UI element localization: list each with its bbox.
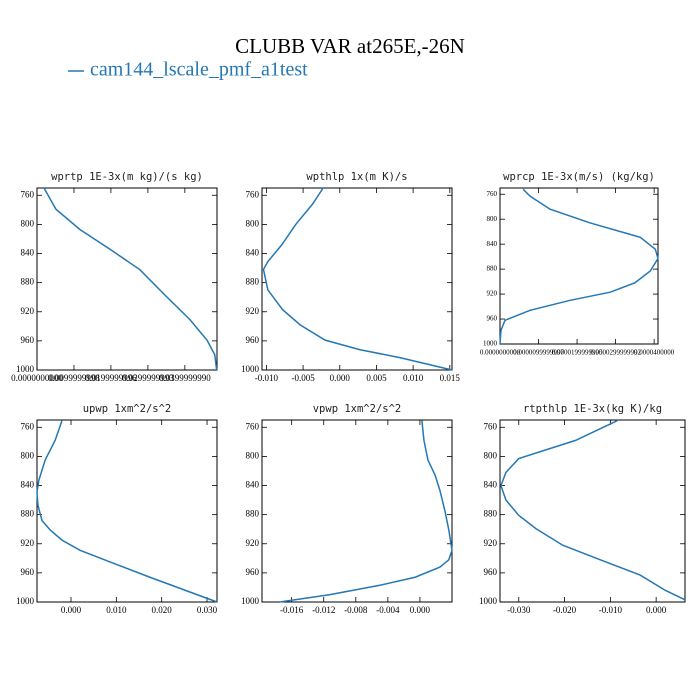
y-tick-label: 840	[21, 248, 35, 258]
panel-title: wpthlp 1x(m K)/s	[306, 171, 407, 183]
x-tick-label: 0.000	[61, 605, 82, 615]
x-tick-label: 0.0000299999992	[590, 349, 641, 357]
panel-title: vpwp 1xm^2/s^2	[313, 403, 402, 415]
x-tick-label: 0.010	[106, 605, 127, 615]
y-tick-label: 800	[487, 215, 498, 223]
x-tick-label: -0.010	[599, 605, 623, 615]
y-tick-label: 760	[21, 421, 35, 431]
x-tick-label: -0.010	[255, 373, 279, 383]
x-tick-label: 0.0000000000	[11, 373, 63, 383]
x-tick-label: 0.0399999990	[159, 373, 211, 383]
y-tick-label: 840	[246, 480, 260, 490]
plot-frame	[36, 187, 218, 371]
y-tick-label: 800	[21, 450, 35, 460]
plot-frame	[261, 419, 453, 603]
y-tick-label: 960	[246, 567, 260, 577]
x-tick-label: 0.010	[403, 373, 424, 383]
y-tick-label: 920	[484, 538, 498, 548]
y-tick-label: 760	[484, 421, 498, 431]
y-tick-label: 760	[246, 421, 260, 431]
y-tick-label: 800	[246, 450, 260, 460]
y-tick-label: 880	[487, 265, 498, 273]
y-tick-label: 920	[487, 290, 498, 298]
y-tick-label: 760	[21, 189, 35, 199]
profile-line	[279, 420, 453, 603]
y-tick-label: 960	[246, 335, 260, 345]
panel-title: rtpthlp 1E-3x(kg K)/kg	[523, 403, 662, 415]
profile-line	[500, 420, 686, 601]
x-tick-label: 0.0000199999995	[552, 349, 603, 357]
plot-frame	[36, 419, 218, 603]
panel-title: upwp 1xm^2/s^2	[83, 403, 172, 415]
y-tick-label: 800	[246, 218, 260, 228]
y-tick-label: 920	[246, 538, 260, 548]
y-tick-label: 960	[21, 335, 35, 345]
y-tick-label: 960	[484, 567, 498, 577]
y-tick-label: 920	[21, 306, 35, 316]
y-tick-label: 920	[21, 538, 35, 548]
panel-title: wprcp 1E-3x(m/s) (kg/kg)	[503, 171, 655, 183]
y-tick-label: 1000	[483, 340, 498, 348]
profile-line	[262, 186, 453, 371]
y-tick-label: 760	[246, 189, 260, 199]
y-tick-label: 1000	[16, 364, 35, 374]
x-tick-label: -0.005	[291, 373, 315, 383]
y-tick-label: 840	[21, 480, 35, 490]
x-tick-label: -0.030	[507, 605, 531, 615]
y-tick-label: 880	[21, 277, 35, 287]
legend-label: cam144_lscale_pmf_a1test	[90, 59, 308, 81]
x-tick-label: 0.0000000000	[480, 349, 521, 357]
y-tick-label: 960	[487, 315, 498, 323]
x-tick-label: 0.000	[646, 605, 667, 615]
x-tick-label: 0.005	[366, 373, 387, 383]
plot-frame	[261, 187, 453, 371]
profile-line	[36, 420, 218, 603]
y-tick-label: 880	[246, 509, 260, 519]
figure-title: CLUBB VAR at265E,-26N	[235, 34, 465, 58]
y-tick-label: 840	[246, 248, 260, 258]
panel-title: wprtp 1E-3x(m kg)/(s kg)	[51, 171, 203, 183]
x-tick-label: -0.004	[376, 605, 400, 615]
x-tick-label: 0.0199999996	[85, 373, 137, 383]
x-tick-label: 0.020	[152, 605, 173, 615]
y-tick-label: 800	[21, 218, 35, 228]
x-tick-label: 0.000	[330, 373, 351, 383]
y-tick-label: 760	[487, 190, 498, 198]
x-tick-label: -0.012	[312, 605, 335, 615]
profile-line	[499, 188, 659, 345]
x-tick-label: 0.0000400000	[634, 349, 675, 357]
x-tick-label: -0.016	[280, 605, 304, 615]
y-tick-label: 1000	[479, 596, 498, 606]
y-tick-label: 880	[484, 509, 498, 519]
y-tick-label: 920	[246, 306, 260, 316]
y-tick-label: 1000	[241, 364, 260, 374]
y-tick-label: 840	[487, 240, 498, 248]
x-tick-label: 0.0000099999997	[513, 349, 564, 357]
y-tick-label: 1000	[241, 596, 260, 606]
x-tick-label: -0.008	[344, 605, 368, 615]
profile-line	[43, 187, 218, 371]
y-tick-label: 880	[246, 277, 260, 287]
x-tick-label: 0.0299999993	[122, 373, 174, 383]
x-tick-label: 0.030	[197, 605, 218, 615]
x-tick-label: 0.015	[440, 373, 461, 383]
y-tick-label: 800	[484, 450, 498, 460]
plot-frame	[499, 419, 686, 603]
y-tick-label: 840	[484, 480, 498, 490]
x-tick-label: 0.0099999998	[48, 373, 100, 383]
x-tick-label: 0.000	[410, 605, 431, 615]
y-tick-label: 960	[21, 567, 35, 577]
y-tick-label: 880	[21, 509, 35, 519]
x-tick-label: -0.020	[553, 605, 577, 615]
plot-frame	[499, 187, 659, 345]
y-tick-label: 1000	[16, 596, 35, 606]
